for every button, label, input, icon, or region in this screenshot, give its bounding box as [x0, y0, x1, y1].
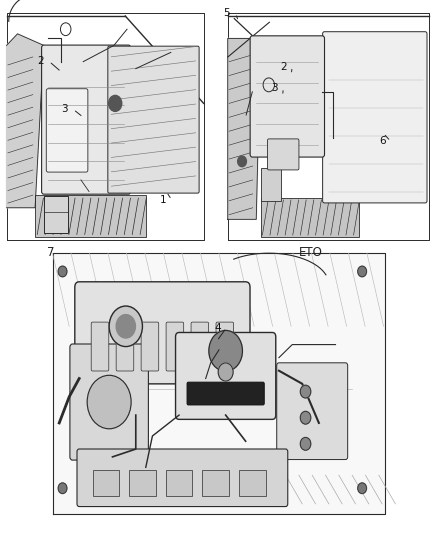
Polygon shape	[228, 38, 261, 220]
FancyBboxPatch shape	[216, 322, 233, 371]
FancyBboxPatch shape	[277, 363, 348, 459]
Text: 3: 3	[272, 83, 278, 93]
Text: 2: 2	[280, 62, 287, 71]
Circle shape	[218, 363, 233, 381]
Circle shape	[238, 156, 247, 167]
Circle shape	[209, 330, 243, 372]
Text: 6: 6	[379, 136, 385, 146]
Text: 2: 2	[37, 56, 44, 66]
FancyBboxPatch shape	[187, 382, 264, 405]
FancyBboxPatch shape	[116, 322, 134, 371]
Circle shape	[300, 411, 311, 424]
FancyBboxPatch shape	[75, 282, 250, 384]
FancyBboxPatch shape	[108, 46, 199, 193]
Circle shape	[109, 306, 142, 346]
Circle shape	[58, 483, 67, 494]
Bar	[129, 470, 156, 496]
FancyBboxPatch shape	[77, 449, 288, 506]
Bar	[261, 198, 360, 237]
FancyBboxPatch shape	[42, 45, 131, 194]
Text: 7: 7	[46, 246, 54, 259]
Circle shape	[87, 375, 131, 429]
Text: 3: 3	[61, 104, 68, 114]
Bar	[35, 196, 146, 237]
FancyBboxPatch shape	[268, 139, 299, 170]
FancyBboxPatch shape	[70, 344, 148, 460]
Text: ETO: ETO	[299, 246, 323, 259]
FancyBboxPatch shape	[250, 36, 325, 157]
Circle shape	[58, 266, 67, 277]
FancyBboxPatch shape	[191, 322, 208, 371]
FancyBboxPatch shape	[323, 31, 427, 203]
FancyBboxPatch shape	[91, 322, 109, 371]
Circle shape	[300, 438, 311, 450]
FancyBboxPatch shape	[46, 89, 88, 172]
Circle shape	[358, 483, 367, 494]
Bar	[53, 253, 385, 514]
FancyBboxPatch shape	[176, 333, 276, 419]
Text: 4: 4	[215, 323, 221, 333]
Bar	[261, 168, 281, 201]
Circle shape	[300, 385, 311, 398]
Bar	[166, 470, 192, 496]
Circle shape	[358, 266, 367, 277]
Circle shape	[116, 314, 135, 338]
Bar	[239, 470, 265, 496]
Text: 1: 1	[160, 195, 166, 205]
FancyBboxPatch shape	[166, 322, 184, 371]
Bar	[92, 470, 119, 496]
Circle shape	[109, 95, 122, 111]
Bar	[202, 470, 229, 496]
Polygon shape	[7, 34, 44, 208]
Bar	[44, 196, 68, 233]
FancyBboxPatch shape	[141, 322, 159, 371]
Text: 5: 5	[223, 9, 230, 18]
